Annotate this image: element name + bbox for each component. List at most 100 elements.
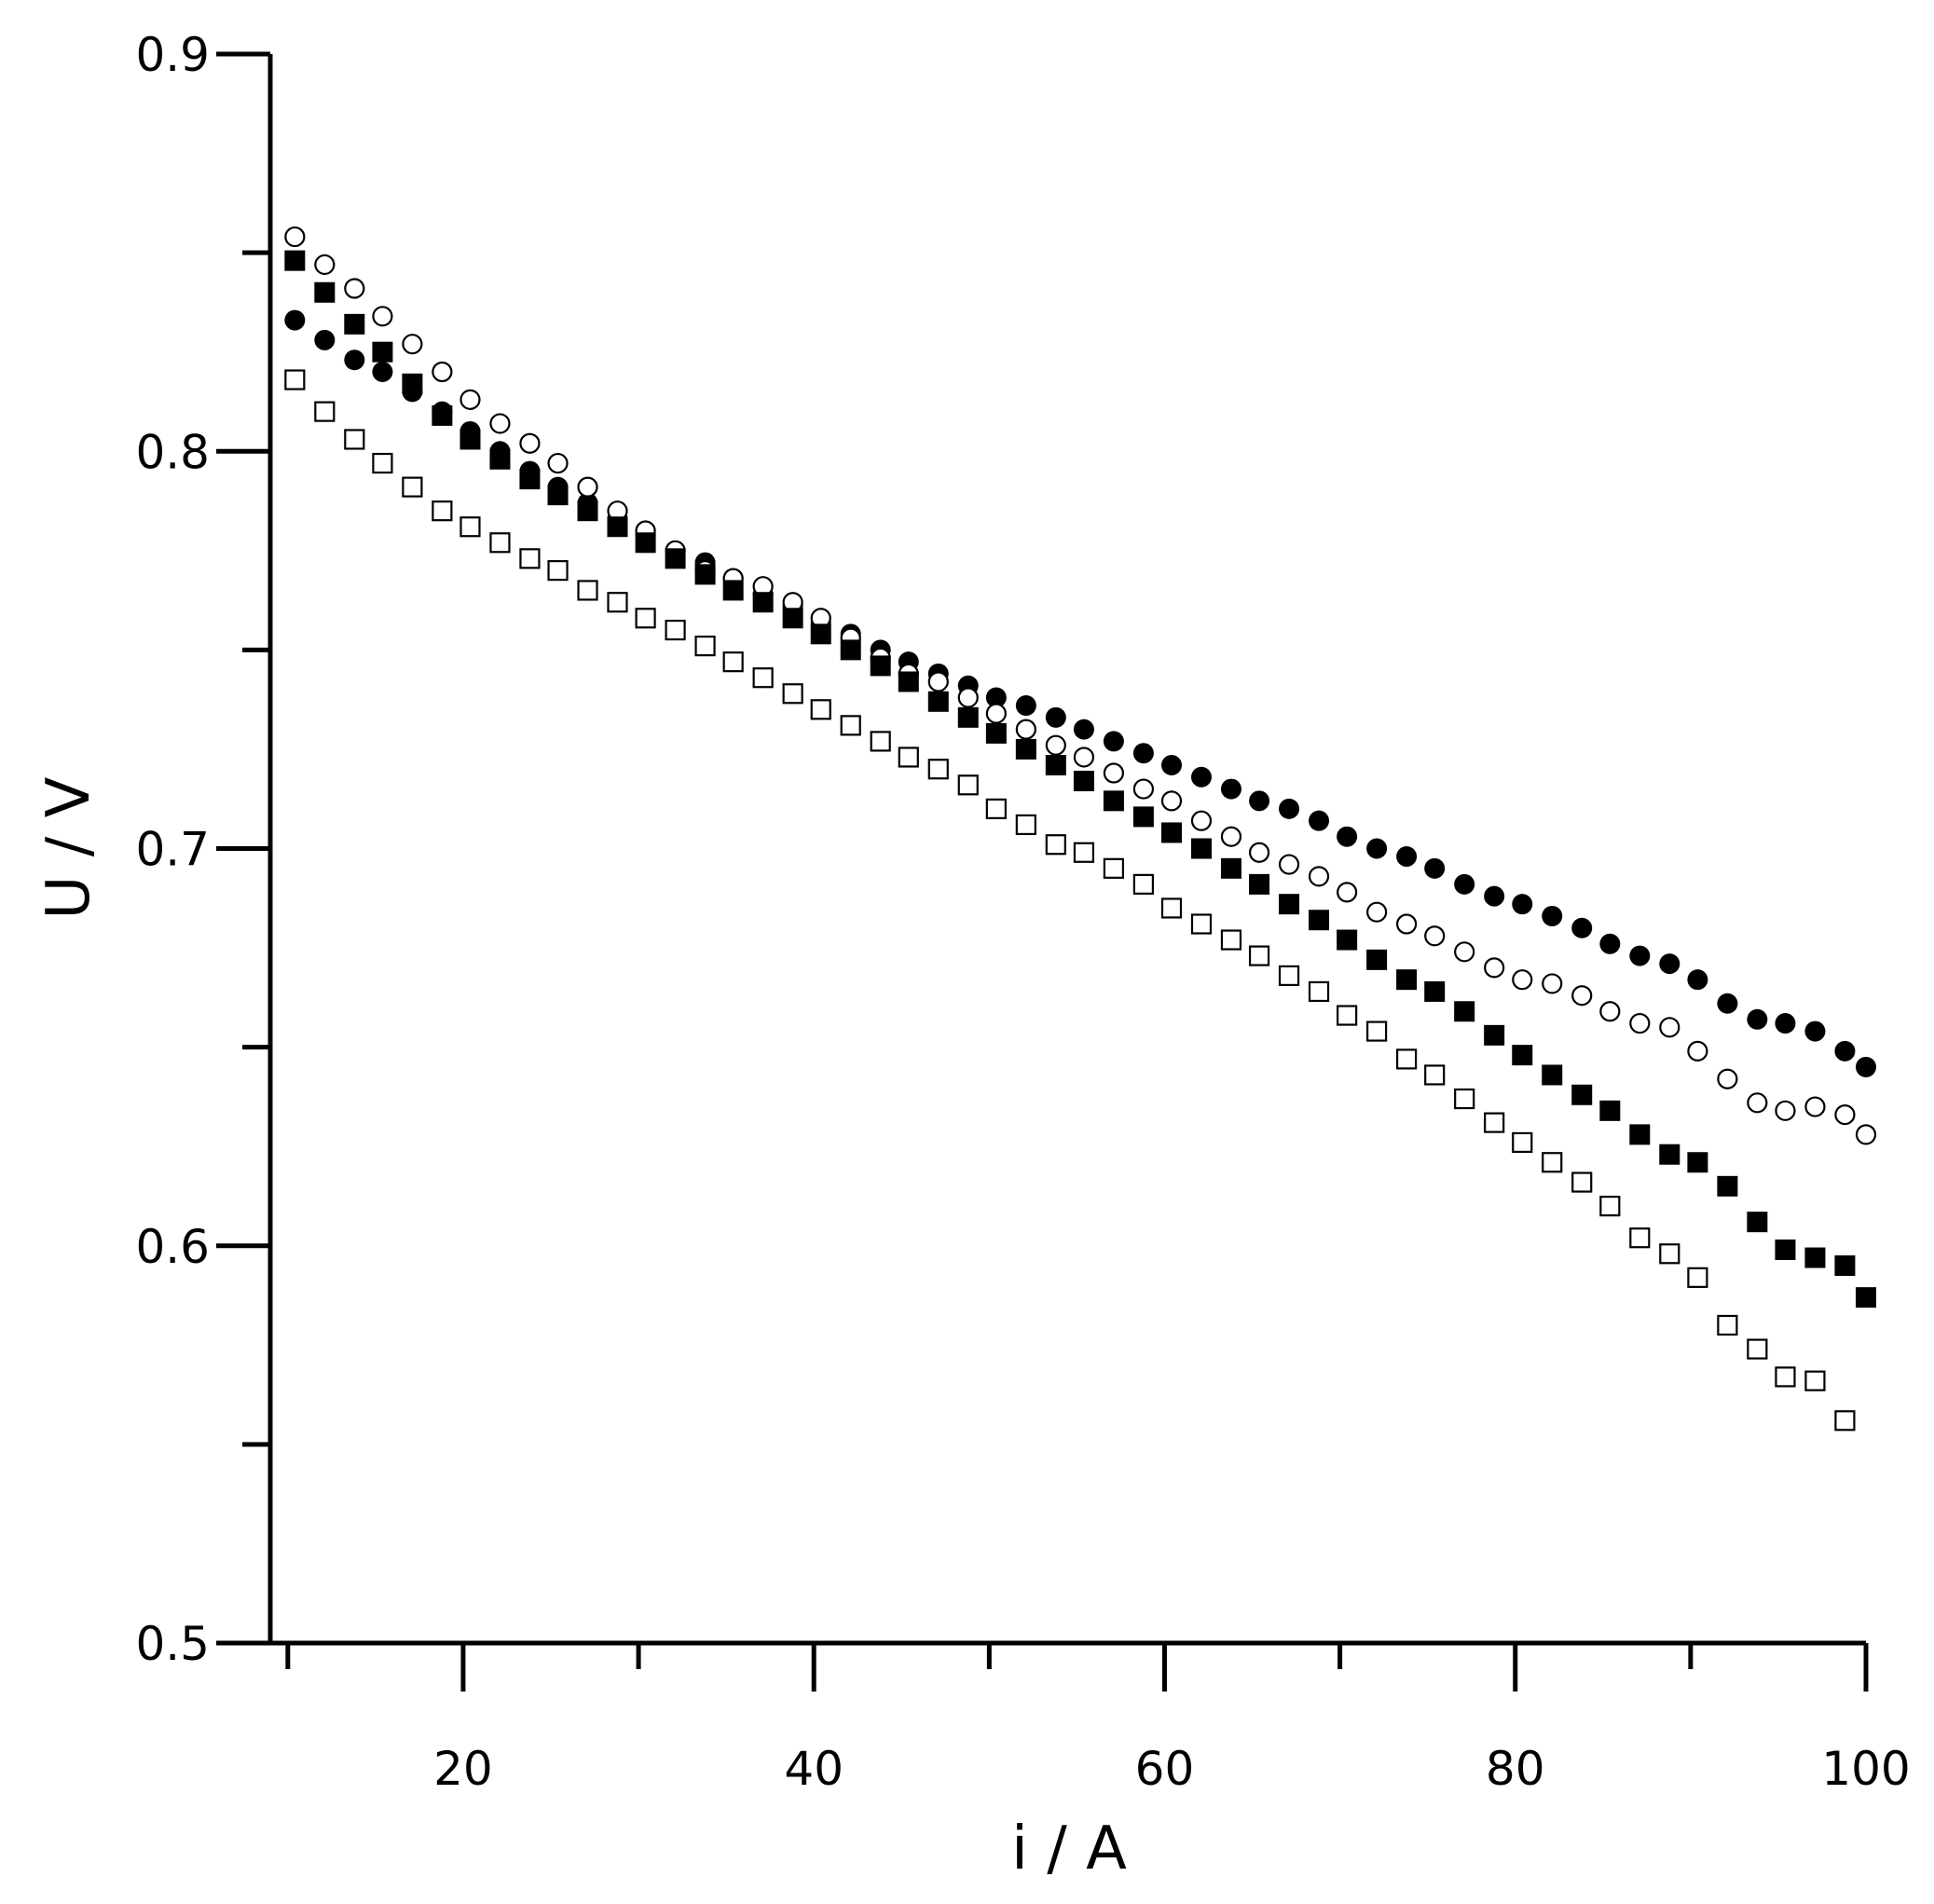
data-point — [722, 651, 744, 673]
data-point — [1396, 846, 1418, 868]
data-point — [1687, 1152, 1708, 1173]
x-tick-label: 40 — [784, 1742, 844, 1796]
data-point — [314, 253, 336, 276]
data-point — [402, 373, 423, 394]
data-point — [1856, 1056, 1876, 1077]
data-point — [985, 722, 1007, 744]
data-point — [1103, 731, 1124, 752]
data-point — [344, 429, 365, 450]
data-point — [1747, 1008, 1768, 1030]
data-point — [372, 362, 393, 382]
data-point — [1454, 873, 1475, 895]
data-point — [1775, 1013, 1796, 1034]
data-point — [1160, 754, 1182, 775]
data-point — [1279, 798, 1300, 819]
x-axis-title: i / A — [1011, 1815, 1127, 1883]
data-point — [665, 619, 686, 641]
data-point — [1747, 1338, 1768, 1360]
series-2 — [284, 226, 1877, 1145]
data-point — [344, 278, 365, 299]
data-point — [372, 341, 393, 363]
data-point — [810, 623, 831, 645]
data-point — [1687, 1040, 1708, 1062]
data-point — [1073, 719, 1094, 740]
data-point — [1220, 857, 1241, 879]
data-point — [1629, 1227, 1651, 1249]
data-point — [898, 747, 919, 768]
x-tick-label: 20 — [433, 1742, 493, 1796]
data-point — [1599, 1001, 1621, 1022]
series-3 — [284, 250, 1876, 1308]
data-point — [1659, 1017, 1680, 1038]
x-tick-label: 60 — [1135, 1742, 1195, 1796]
y-tick-label: 0.9 — [135, 28, 210, 82]
data-point — [840, 715, 861, 736]
data-point — [1160, 897, 1183, 919]
data-point — [314, 329, 336, 350]
data-point — [547, 485, 569, 506]
data-point — [1015, 695, 1036, 717]
data-point — [372, 306, 393, 327]
data-point — [782, 683, 803, 705]
data-point — [1132, 743, 1154, 764]
data-point — [1220, 929, 1242, 951]
data-point — [1804, 1020, 1826, 1042]
data-point — [1687, 969, 1708, 991]
data-point — [927, 759, 949, 780]
data-point — [1717, 1068, 1738, 1089]
data-point — [1542, 973, 1563, 994]
data-point — [1659, 1243, 1680, 1265]
data-point — [1337, 929, 1358, 951]
data-point — [1775, 1240, 1796, 1261]
data-point — [1103, 857, 1125, 879]
data-point — [752, 667, 774, 689]
data-point — [1629, 1124, 1651, 1145]
data-point — [985, 703, 1007, 724]
data-point — [1747, 1212, 1768, 1233]
data-point — [957, 706, 979, 728]
data-point — [489, 532, 511, 554]
data-point — [1834, 1103, 1856, 1126]
data-point — [665, 548, 686, 569]
data-point — [810, 699, 831, 720]
data-point — [1571, 1171, 1593, 1193]
data-point — [1599, 1196, 1621, 1217]
data-point — [372, 452, 393, 474]
data-point — [1747, 1092, 1768, 1114]
data-point — [957, 774, 979, 796]
data-point — [1308, 866, 1330, 887]
y-tick-label: 0.8 — [135, 425, 210, 479]
data-point — [1249, 873, 1270, 895]
data-point — [547, 560, 569, 582]
axes: 0.5 0.6 0.7 0.8 0.9 20 40 60 80 100 — [135, 28, 1910, 1796]
y-tick-label: 0.5 — [135, 1617, 210, 1671]
data-point — [1160, 790, 1183, 812]
data-point — [1103, 790, 1124, 812]
data-point — [1571, 1084, 1593, 1105]
data-point — [1220, 778, 1241, 800]
data-point — [519, 469, 541, 490]
data-point — [752, 592, 774, 613]
series-1 — [284, 309, 1876, 1077]
data-point — [489, 413, 511, 434]
data-point — [344, 313, 365, 335]
data-point — [1717, 1314, 1738, 1336]
data-point — [1855, 1124, 1877, 1145]
data-point — [1834, 1255, 1856, 1277]
data-point — [284, 369, 306, 390]
data-point — [1366, 838, 1388, 859]
data-point — [694, 564, 716, 585]
data-point — [1512, 1131, 1533, 1154]
data-point — [1045, 706, 1066, 728]
data-point — [957, 687, 979, 708]
data-point — [1804, 1096, 1826, 1117]
data-point — [1190, 838, 1212, 859]
data-point — [1132, 806, 1154, 828]
data-point — [1132, 778, 1154, 800]
data-point — [284, 250, 306, 271]
data-point — [1512, 894, 1533, 915]
data-point — [1484, 885, 1505, 907]
data-point — [1599, 1100, 1621, 1121]
data-point — [1454, 1088, 1475, 1110]
